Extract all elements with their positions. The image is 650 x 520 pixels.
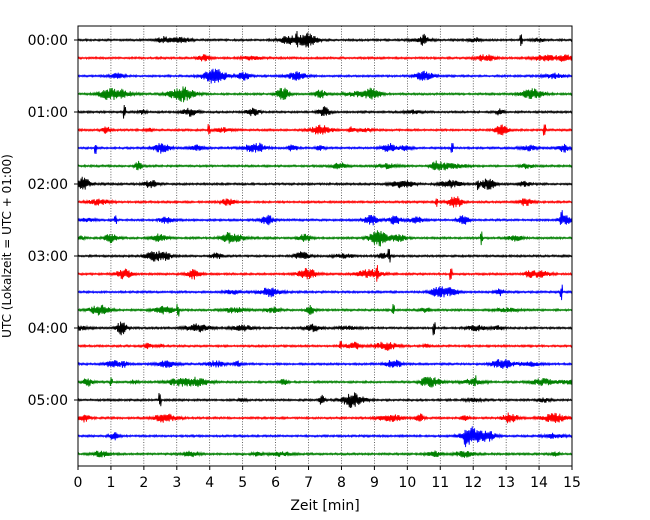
trace-0300 xyxy=(77,248,573,263)
trace-0500 xyxy=(77,392,573,408)
trace-0015 xyxy=(77,54,573,62)
trace-0000 xyxy=(77,30,573,48)
x-tick-label: 12 xyxy=(464,475,482,491)
y-axis-label: UTC (Lokalzeit = UTC + 01:00) xyxy=(0,154,14,338)
x-tick-label: 6 xyxy=(271,475,280,491)
y-tick-label: 02:00 xyxy=(28,177,68,193)
y-tick-label: 00:00 xyxy=(28,33,68,49)
gridlines xyxy=(110,26,540,466)
trace-0030 xyxy=(77,68,573,84)
trace-0130 xyxy=(77,142,573,154)
x-tick-label: 1 xyxy=(106,475,115,491)
trace-0345 xyxy=(77,303,573,317)
seismogram-traces xyxy=(77,30,573,458)
trace-0045 xyxy=(77,86,573,103)
trace-0100 xyxy=(77,104,573,119)
x-axis-label: Zeit [min] xyxy=(290,498,359,514)
x-tick-label: 7 xyxy=(304,475,313,491)
x-tick-label: 4 xyxy=(205,475,214,491)
trace-0545 xyxy=(77,450,573,458)
x-tick-label: 10 xyxy=(398,475,416,491)
trace-0415 xyxy=(77,340,573,351)
x-tick-label: 8 xyxy=(337,475,346,491)
x-tick-label: 5 xyxy=(238,475,247,491)
trace-0430 xyxy=(77,359,573,369)
x-tick-label: 15 xyxy=(563,475,581,491)
trace-0530 xyxy=(77,426,573,448)
y-tick-label: 04:00 xyxy=(28,321,68,337)
y-axis-ticks: 00:00 01:00 02:00 03:00 04:00 05:00 xyxy=(28,33,78,409)
x-axis-ticks: 0 1 2 3 4 5 6 7 8 9 10 11 12 13 14 15 xyxy=(74,466,581,491)
trace-0330 xyxy=(77,284,573,301)
trace-0315 xyxy=(77,264,573,282)
x-tick-label: 14 xyxy=(530,475,548,491)
x-tick-label: 2 xyxy=(139,475,148,491)
trace-0515 xyxy=(77,412,573,424)
x-tick-label: 11 xyxy=(431,475,449,491)
trace-0215 xyxy=(77,196,573,208)
trace-0230 xyxy=(77,210,573,226)
trace-0145 xyxy=(77,160,573,171)
trace-0245 xyxy=(77,230,573,247)
x-tick-label: 0 xyxy=(74,475,83,491)
y-tick-label: 01:00 xyxy=(28,105,68,121)
trace-0200 xyxy=(77,176,573,191)
trace-0400 xyxy=(77,321,573,336)
y-tick-label: 03:00 xyxy=(28,249,68,265)
x-tick-label: 3 xyxy=(172,475,181,491)
x-tick-label: 13 xyxy=(497,475,515,491)
plot-frame xyxy=(77,25,573,467)
trace-0115 xyxy=(77,124,573,136)
y-tick-label: 05:00 xyxy=(28,393,68,409)
x-tick-label: 9 xyxy=(370,475,379,491)
trace-0445 xyxy=(77,375,573,388)
